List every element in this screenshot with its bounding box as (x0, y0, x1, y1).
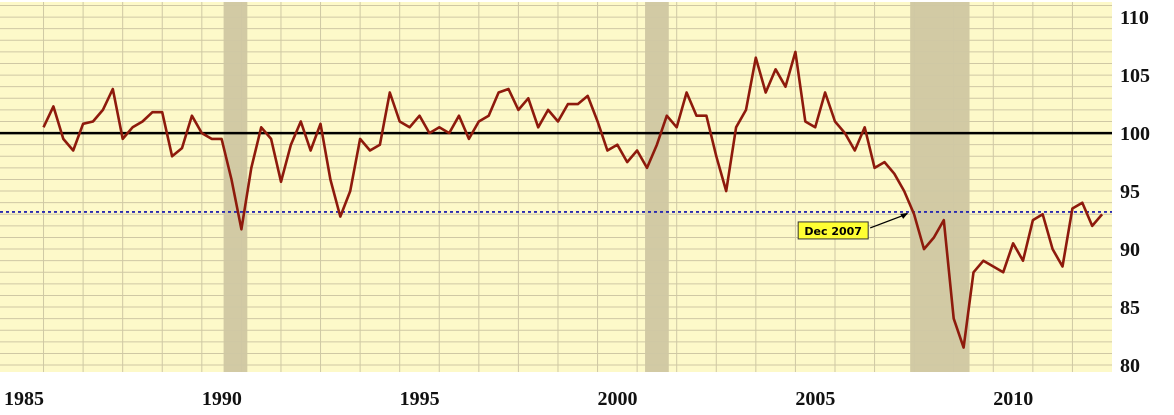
recession-band (910, 2, 970, 372)
data-line (42, 50, 1104, 349)
recession-band (645, 2, 669, 372)
y-tick-label: 95 (1120, 181, 1140, 203)
x-tick-label: 1990 (202, 388, 242, 410)
y-tick-label: 110 (1120, 7, 1149, 29)
y-tick-label: 80 (1120, 355, 1140, 377)
y-tick-label: 90 (1120, 239, 1140, 261)
annotation-arrowhead (900, 212, 909, 219)
annotation-box (797, 221, 869, 240)
annotation-text: Dec 2007 (804, 225, 862, 238)
x-tick-label: 2010 (993, 388, 1033, 410)
y-tick-label: 100 (1120, 123, 1150, 145)
x-tick-label: 2005 (795, 388, 835, 410)
annotation: Dec 2007 (797, 221, 869, 240)
y-tick-label: 85 (1120, 297, 1140, 319)
annotation-arrow (869, 213, 908, 229)
x-tick-label: 1985 (4, 388, 44, 410)
y-tick-label: 105 (1120, 65, 1150, 87)
x-tick-label: 1995 (400, 388, 440, 410)
recession-band (223, 2, 248, 372)
x-tick-label: 2000 (598, 388, 638, 410)
